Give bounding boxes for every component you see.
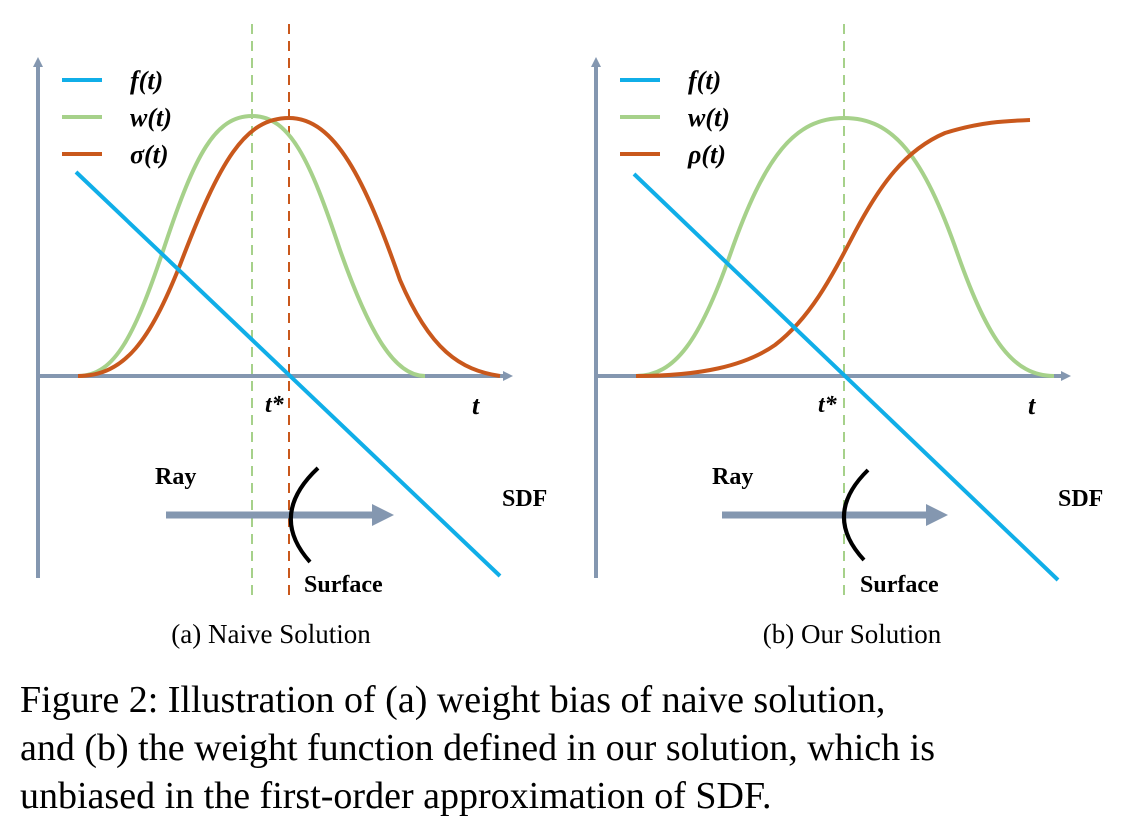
legend-f-label: f(t)	[688, 66, 721, 95]
caption-line-1: Figure 2: Illustration of (a) weight bia…	[20, 679, 886, 721]
t-axis-label: t	[1028, 391, 1036, 420]
legend-w-label: w(t)	[130, 103, 172, 132]
ray-label: Ray	[712, 464, 753, 490]
w-curve	[77, 113, 426, 378]
surface-label: Surface	[860, 572, 939, 598]
caption-line-3: unbiased in the first-order approximatio…	[20, 775, 772, 817]
t-star-label: t*	[818, 392, 838, 418]
t-star-label: t*	[265, 392, 285, 418]
subcaption-b: (b) Our Solution	[763, 619, 942, 649]
sdf-label: SDF	[502, 486, 547, 512]
f-line	[632, 172, 1060, 582]
figure-diagram: f(t) w(t) σ(t) t* t Ray Surface SDF (a) …	[33, 24, 1103, 649]
f-line	[74, 170, 502, 578]
subcaption-a: (a) Naive Solution	[171, 619, 371, 649]
figure-caption: Figure 2: Illustration of (a) weight bia…	[20, 676, 1120, 820]
caption-line-2: and (b) the weight function defined in o…	[20, 727, 935, 769]
legend-w-label: w(t)	[688, 103, 730, 132]
panel-b: f(t) w(t) ρ(t) t* t Ray Surface SDF (b) …	[591, 24, 1103, 649]
panel-a: f(t) w(t) σ(t) t* t Ray Surface SDF (a) …	[33, 24, 547, 649]
legend-sigma-label: σ(t)	[130, 140, 169, 169]
surface-curve	[842, 468, 870, 562]
sigma-curve	[77, 115, 501, 378]
w-curve	[635, 115, 1055, 378]
sdf-label: SDF	[1058, 486, 1103, 512]
surface-curve	[288, 466, 320, 564]
rho-curve	[635, 118, 1031, 378]
ray-label: Ray	[155, 464, 196, 490]
legend-rho-label: ρ(t)	[687, 140, 726, 169]
legend-f-label: f(t)	[130, 66, 163, 95]
surface-label: Surface	[304, 572, 383, 598]
t-axis-label: t	[472, 391, 480, 420]
